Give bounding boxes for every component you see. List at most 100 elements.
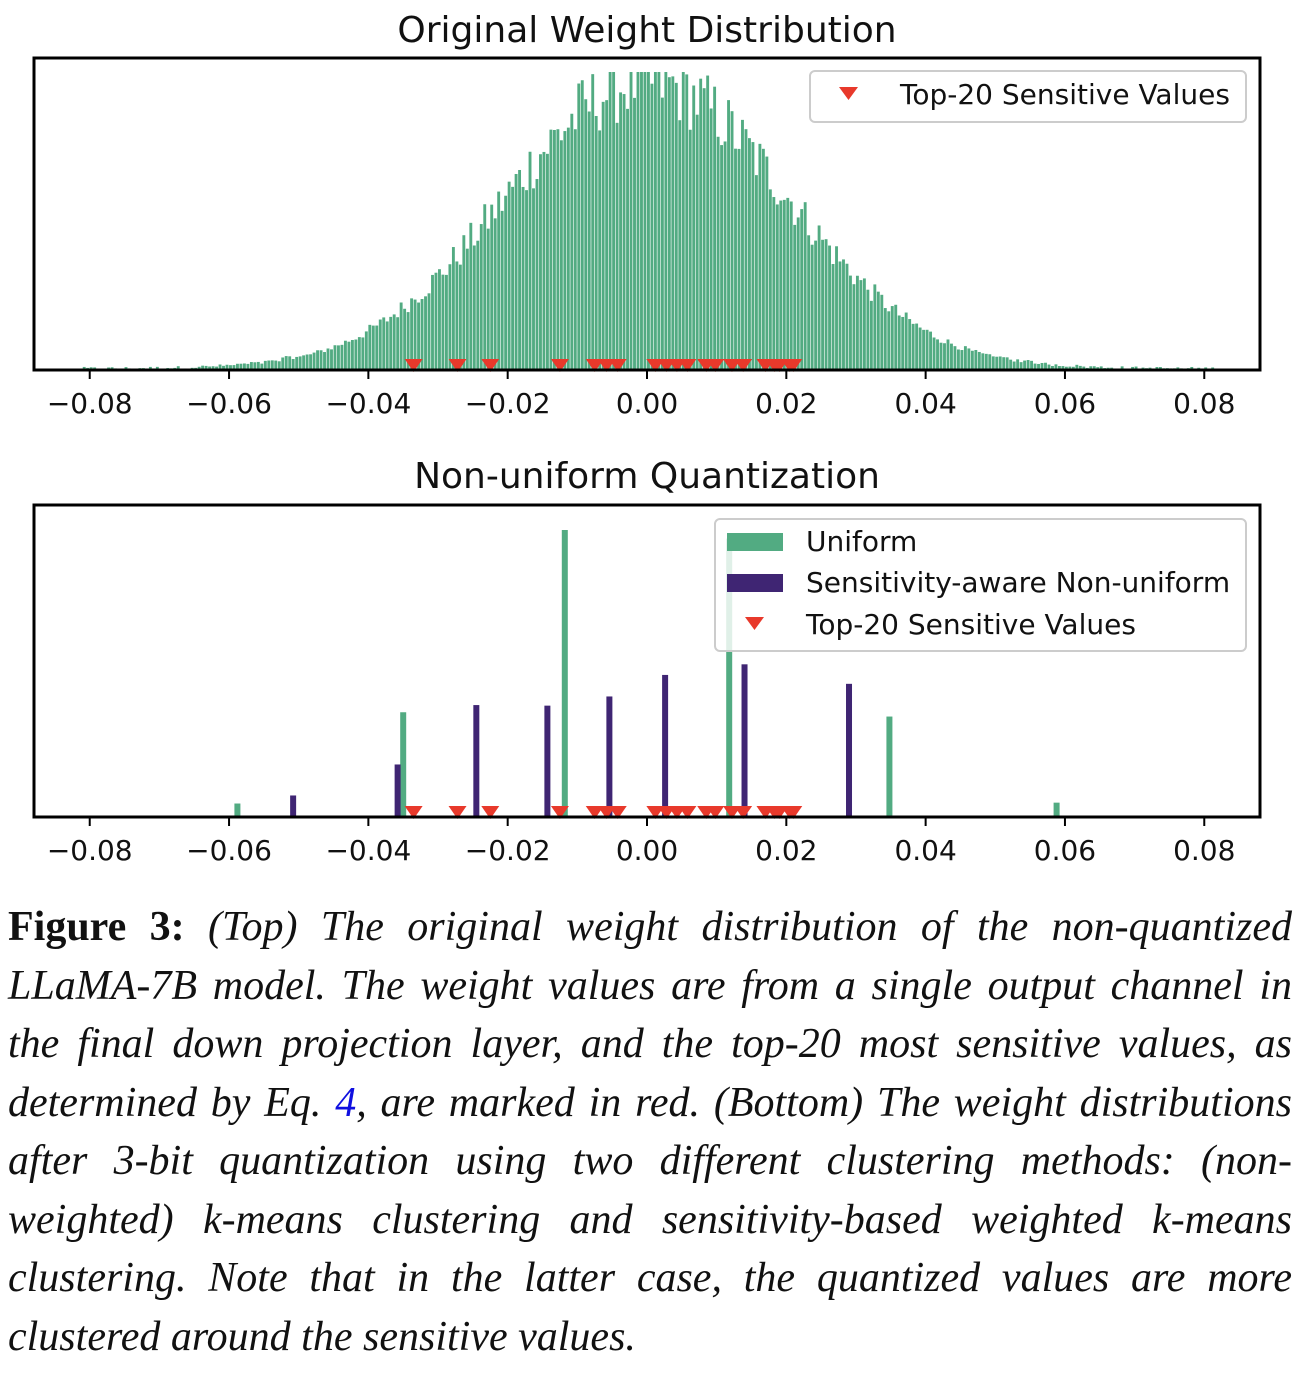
histogram-bar	[378, 319, 382, 370]
histogram-bar	[291, 359, 295, 370]
nonuniform-bar	[394, 764, 401, 817]
histogram-bar	[946, 339, 950, 370]
histogram-bar	[615, 122, 619, 370]
histogram-bar	[549, 129, 553, 370]
histogram-bar	[859, 280, 863, 370]
histogram-bar	[1002, 357, 1006, 370]
histogram-bar	[612, 72, 616, 370]
histogram-bar	[706, 75, 710, 371]
x-tick-label: −0.04	[325, 834, 411, 867]
x-tick-label: −0.08	[47, 387, 133, 420]
histogram-bar	[922, 329, 926, 370]
uniform-bar	[400, 712, 407, 817]
histogram-bar	[887, 311, 891, 370]
histogram-bar	[824, 239, 828, 370]
histogram-bar	[845, 263, 849, 370]
uniform-bar	[726, 538, 733, 817]
histogram-bar	[573, 129, 577, 370]
histogram-bar	[793, 224, 797, 370]
sensitive-value-marker	[550, 806, 569, 819]
histogram-bar	[333, 345, 337, 370]
histogram-bar	[385, 321, 389, 370]
legend-nonuniform-swatch	[727, 574, 783, 592]
figure: Original Weight Distribution −0.08 −0.06−…	[32, 10, 1262, 867]
histogram-bar	[208, 366, 212, 370]
histogram-bar	[211, 366, 215, 370]
histogram-bar	[904, 312, 908, 370]
histogram-bar	[709, 108, 713, 371]
histogram-bar	[444, 274, 448, 370]
histogram-bar	[218, 364, 222, 370]
histogram-bar	[462, 235, 466, 370]
histogram-bar	[765, 156, 769, 370]
top-chart-title: Original Weight Distribution	[397, 10, 896, 51]
x-tick-label: −0.02	[465, 387, 551, 420]
histogram-bar	[807, 235, 811, 370]
histogram-bar	[720, 145, 724, 370]
histogram-bar	[298, 356, 302, 370]
histogram-bar	[751, 142, 755, 370]
histogram-bar	[995, 356, 999, 370]
top-legend: Top-20 Sensitive Values	[809, 70, 1247, 123]
sensitive-value-marker	[784, 359, 803, 372]
histogram-bar	[1078, 365, 1082, 370]
histogram-bar	[796, 217, 800, 370]
histogram-bar	[337, 345, 340, 370]
histogram-bar	[1190, 366, 1194, 370]
histogram-bar	[427, 293, 431, 370]
histogram-bar	[671, 76, 675, 370]
top-x-axis: −0.08 −0.06 −0.04 −0.02 0.00 0.02 0.04 0.06 0.08	[47, 370, 1235, 420]
sensitive-value-marker	[678, 806, 697, 819]
histogram-bar	[539, 154, 542, 370]
histogram-bar	[563, 131, 567, 370]
histogram-bar	[988, 354, 992, 370]
histogram-bar	[772, 197, 776, 370]
histogram-bar	[664, 72, 668, 370]
histogram-bar	[692, 85, 696, 371]
histogram-bar	[890, 306, 894, 370]
histogram-bar	[754, 175, 758, 370]
histogram-bar	[775, 204, 779, 370]
histogram-bar	[695, 114, 699, 370]
bottom-x-axis: −0.08 −0.06 −0.04 −0.02 0.00 0.02 0.04 0.06 0.08	[47, 817, 1235, 867]
histogram-bar	[633, 97, 636, 370]
histogram-bar	[667, 77, 671, 370]
uniform-bar	[1053, 802, 1060, 817]
histogram-bar	[399, 302, 403, 370]
top-histogram-bars	[79, 72, 1215, 371]
histogram-bar	[779, 200, 783, 370]
top-legend-box	[809, 70, 1247, 123]
sensitive-value-marker	[448, 806, 467, 819]
histogram-bar	[448, 264, 452, 370]
histogram-bar	[420, 299, 424, 370]
equation-reference-link[interactable]: 4	[335, 1079, 357, 1126]
histogram-bar	[260, 363, 264, 370]
histogram-bar	[350, 339, 354, 370]
histogram-bar	[1134, 366, 1138, 370]
histogram-bar	[371, 325, 375, 370]
histogram-bar	[991, 356, 995, 370]
histogram-bar	[842, 259, 845, 370]
histogram-bar	[343, 340, 347, 370]
histogram-bar	[413, 299, 417, 370]
histogram-bar	[897, 315, 901, 370]
histogram-bar	[570, 113, 574, 371]
histogram-bar	[431, 274, 434, 370]
histogram-bar	[316, 350, 320, 370]
sensitive-value-marker	[734, 806, 753, 819]
histogram-bar	[357, 337, 361, 370]
bottom-legend: Uniform Sensitivity-aware Non-uniform To…	[714, 518, 1247, 652]
histogram-bar	[256, 361, 260, 370]
histogram-bar	[626, 108, 629, 371]
histogram-bar	[894, 304, 898, 370]
histogram-bar	[525, 190, 528, 370]
histogram-bar	[849, 275, 852, 370]
histogram-bar	[688, 129, 692, 370]
histogram-bar	[730, 111, 734, 371]
sensitive-value-marker	[404, 359, 423, 372]
histogram-bar	[222, 365, 225, 370]
sensitive-value-marker	[706, 359, 725, 372]
histogram-bar	[556, 129, 560, 370]
histogram-bar	[674, 82, 678, 370]
histogram-bar	[970, 350, 974, 370]
